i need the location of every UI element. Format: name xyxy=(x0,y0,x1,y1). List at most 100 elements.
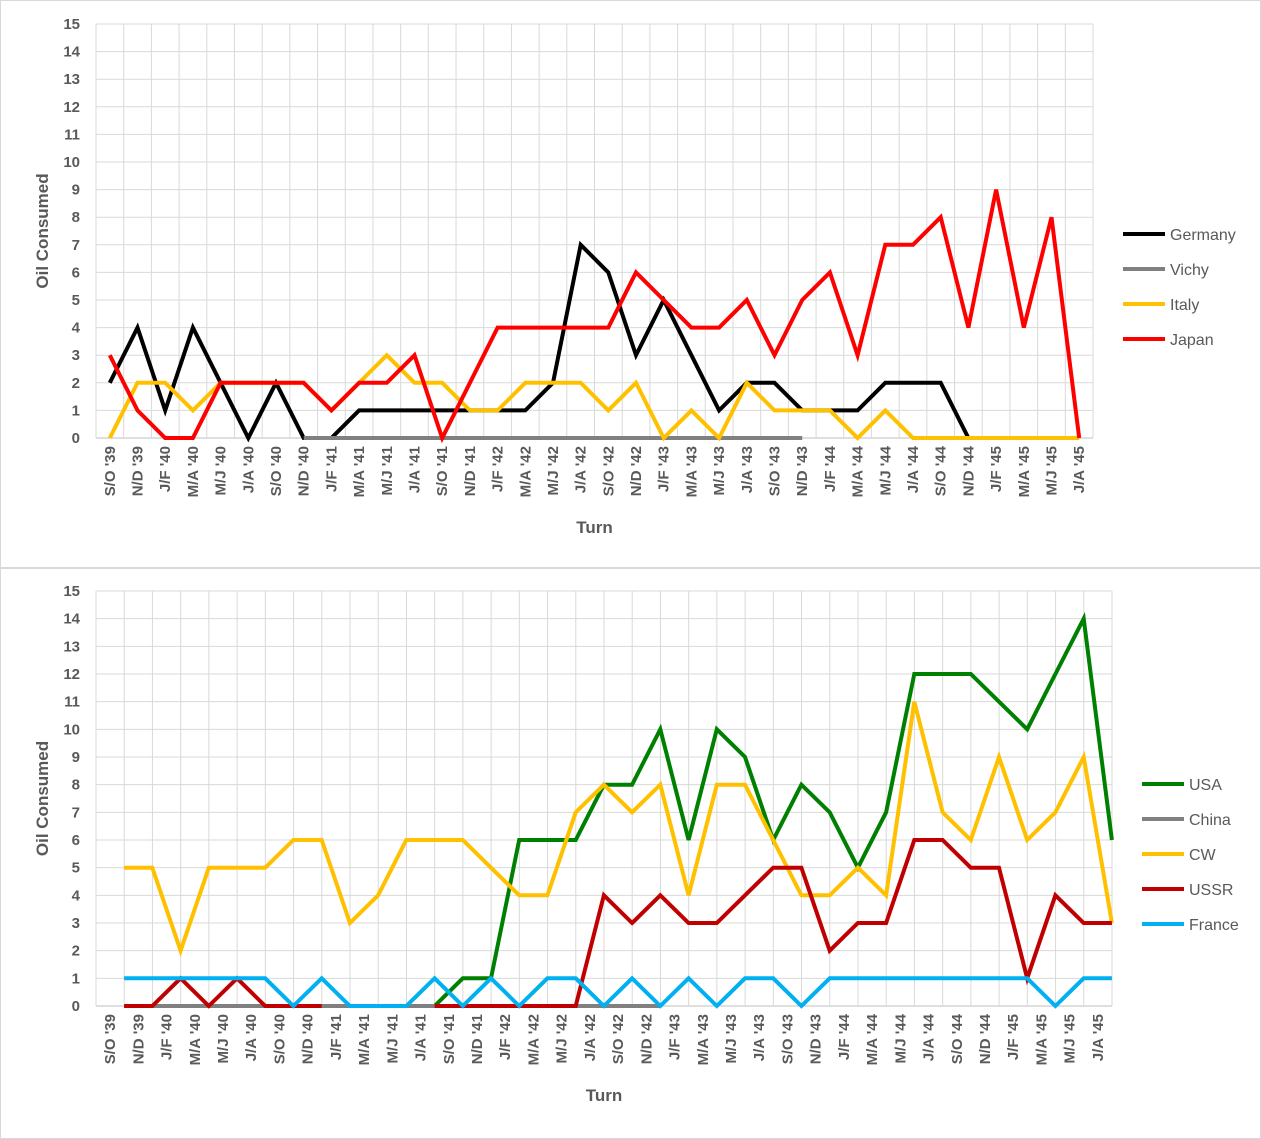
x-tick-label: S/O '39 xyxy=(102,1014,119,1064)
x-tick-label: N/D '41 xyxy=(462,446,479,496)
y-tick-label: 7 xyxy=(72,804,80,821)
x-tick-label: S/O '44 xyxy=(949,1013,966,1064)
y-tick-label: 7 xyxy=(72,237,80,254)
y-tick-label: 4 xyxy=(72,320,81,337)
x-axis-title: Turn xyxy=(586,1086,623,1105)
y-tick-label: 12 xyxy=(63,99,80,116)
x-tick-label: J/F '41 xyxy=(328,1014,345,1060)
series-line-ussr xyxy=(124,838,1112,1009)
y-axis-title: Oil Consumed xyxy=(33,173,52,288)
y-tick-label: 8 xyxy=(72,777,80,794)
legend-label-vichy: Vichy xyxy=(1170,262,1209,279)
y-tick-label: 11 xyxy=(64,126,80,143)
y-tick-label: 14 xyxy=(63,611,80,628)
x-tick-label: J/A '43 xyxy=(739,446,756,493)
y-tick-label: 10 xyxy=(63,721,80,738)
x-tick-label: J/F '43 xyxy=(656,446,673,492)
x-tick-label: S/O '43 xyxy=(767,446,784,496)
x-tick-label: J/A '42 xyxy=(582,1014,599,1061)
x-tick-label: J/F '42 xyxy=(497,1014,514,1060)
x-tick-label: M/A '45 xyxy=(1016,446,1033,497)
x-tick-label: M/J '41 xyxy=(379,446,396,495)
x-tick-label: M/J '45 xyxy=(1043,446,1060,495)
x-tick-label: S/O '43 xyxy=(779,1014,796,1064)
x-tick-label: J/A '45 xyxy=(1090,1014,1107,1061)
x-tick-label: M/J '41 xyxy=(384,1014,401,1063)
x-tick-label: J/F '45 xyxy=(1005,1014,1022,1060)
y-tick-label: 9 xyxy=(72,182,80,199)
y-tick-label: 13 xyxy=(63,638,80,655)
x-tick-label: J/F '41 xyxy=(323,446,340,492)
y-tick-label: 15 xyxy=(63,583,80,600)
x-tick-label: S/O '41 xyxy=(441,1014,458,1064)
x-tick-label: J/F '45 xyxy=(988,446,1005,492)
x-tick-label: M/J '40 xyxy=(215,1014,232,1063)
chart-panel-axis: 0 1 2 3 4 5 6 7 8 9 10 11 12 13 14 15 S/O '39 N/D '39 J/F … xyxy=(0,0,1261,568)
x-tick-label: J/A '40 xyxy=(240,446,257,493)
y-axis-title: Oil Consumed xyxy=(33,741,52,856)
legend-label-ussr: USSR xyxy=(1189,882,1233,899)
series-line-france xyxy=(124,975,1112,1009)
x-tick-label: M/A '45 xyxy=(1033,1014,1050,1065)
legend-label-germany: Germany xyxy=(1170,227,1236,244)
y-tick-label: 14 xyxy=(63,44,80,61)
x-tick-label: M/A '41 xyxy=(356,1014,373,1065)
legend-label-france: France xyxy=(1189,917,1239,934)
x-tick-label: N/D '40 xyxy=(296,446,313,496)
x-tick-label: M/A '41 xyxy=(351,446,368,497)
x-tick-label: S/O '41 xyxy=(434,446,451,496)
gridlines xyxy=(95,23,1094,439)
x-tick-label: M/A '44 xyxy=(850,445,867,497)
x-tick-label: J/A '41 xyxy=(413,1014,430,1061)
y-tick-label: 5 xyxy=(72,860,80,877)
x-tick-label: M/J '42 xyxy=(554,1014,571,1063)
x-tick-label: N/D '40 xyxy=(300,1014,317,1064)
x-tick-label: N/D '39 xyxy=(130,1014,147,1064)
x-tick-label: M/A '42 xyxy=(517,446,534,497)
x-tick-label: S/O '44 xyxy=(933,445,950,496)
legend-label-china: China xyxy=(1189,812,1231,829)
x-tick-label: M/A '44 xyxy=(864,1013,881,1065)
gridlines xyxy=(95,590,1113,1007)
y-tick-label: 9 xyxy=(72,749,80,766)
y-tick-label: 0 xyxy=(72,998,80,1015)
y-tick-label: 6 xyxy=(72,264,80,281)
x-tick-label: M/J '43 xyxy=(711,446,728,495)
x-tick-label: M/A '40 xyxy=(187,1014,204,1065)
x-tick-label: M/A '43 xyxy=(695,1014,712,1065)
x-tick-label: N/D '39 xyxy=(130,446,147,496)
y-tick-label: 2 xyxy=(72,943,80,960)
x-tick-label: N/D '42 xyxy=(628,446,645,496)
x-tick-label: J/F '40 xyxy=(159,1014,176,1060)
y-tick-label: 4 xyxy=(72,887,81,904)
x-tick-label: J/A '44 xyxy=(921,1013,938,1061)
y-tick-label: 1 xyxy=(72,970,80,987)
legend-label-usa: USA xyxy=(1189,777,1222,794)
x-tick-label: M/J '40 xyxy=(213,446,230,495)
y-tick-label: 3 xyxy=(72,347,80,364)
legend-label-italy: Italy xyxy=(1170,297,1199,314)
x-tick-label: J/F '42 xyxy=(490,446,507,492)
chart-panel-allies: 0 1 2 3 4 5 6 7 8 9 10 11 12 13 14 15 S/O '39 N/D '39 J/F … xyxy=(0,568,1261,1139)
x-tick-label: S/O '42 xyxy=(610,1014,627,1064)
y-tick-label: 12 xyxy=(63,666,80,683)
y-tick-label: 2 xyxy=(72,375,80,392)
x-tick-label: N/D '41 xyxy=(469,1014,486,1064)
y-tick-label: 0 xyxy=(72,430,80,447)
y-tick-label: 6 xyxy=(72,832,80,849)
y-tick-label: 8 xyxy=(72,209,80,226)
x-tick-label: M/J '42 xyxy=(545,446,562,495)
x-axis-title: Turn xyxy=(576,518,613,537)
x-tick-label: M/A '40 xyxy=(185,446,202,497)
x-tick-label: M/J '43 xyxy=(723,1014,740,1063)
y-tick-label: 13 xyxy=(63,71,80,88)
x-tick-label: S/O '39 xyxy=(102,446,119,496)
x-tick-label: J/A '42 xyxy=(573,446,590,493)
y-tick-label: 15 xyxy=(63,16,80,33)
legend-label-japan: Japan xyxy=(1170,332,1214,349)
x-tick-label: J/F '44 xyxy=(836,1013,853,1060)
x-tick-label: J/A '41 xyxy=(406,446,423,493)
series-line-japan xyxy=(108,189,1082,444)
